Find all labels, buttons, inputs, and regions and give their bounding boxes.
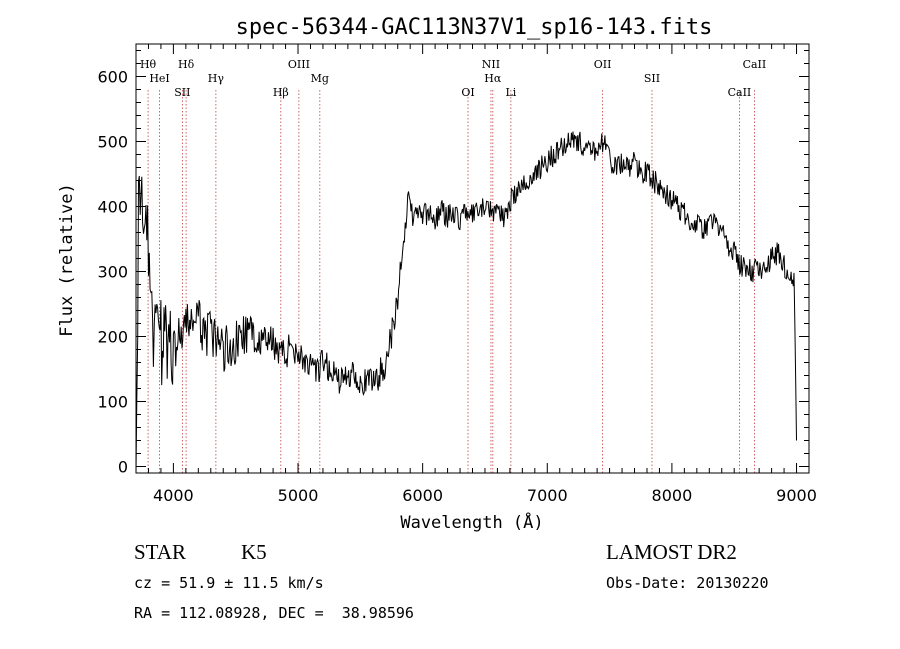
line-marker-label: SII [644,72,660,85]
plot-frame [135,43,810,474]
line-marker-label: OII [594,58,612,71]
line-marker-label: HeI [149,72,169,85]
line-marker-label: Hθ [140,58,157,71]
line-marker-label: Hα [484,72,502,85]
y-tick-label: 500 [97,133,128,152]
coordinates: RA = 112.08928, DEC = 38.98596 [134,604,414,622]
x-tick-label: 5000 [278,486,319,505]
x-tick-label: 4000 [153,486,194,505]
x-axis-label: Wavelength (Å) [400,511,543,533]
y-tick-label: 600 [97,68,128,87]
survey-name: LAMOST DR2 [606,540,737,564]
object-class: STAR [134,540,186,564]
x-tick-label: 6000 [402,486,443,505]
object-subclass: K5 [241,540,267,564]
spectrum-line [135,131,797,474]
line-marker-label: Hβ [273,86,289,99]
line-marker-label: OI [461,86,474,99]
line-marker-label: SII [174,86,190,99]
x-tick-label: 9000 [776,486,817,505]
chart-title: spec-56344-GAC113N37V1_sp16-143.fits [236,15,713,40]
spectrum-series [135,131,797,474]
y-tick-label: 300 [97,263,128,282]
line-marker-label: Mg [311,72,329,85]
x-tick-label: 7000 [527,486,568,505]
line-marker-label: NII [482,58,500,71]
axis-ticks [136,44,810,473]
y-tick-label: 400 [97,198,128,217]
y-tick-label: 100 [97,393,128,412]
line-marker-label: Li [505,86,516,99]
line-marker-label: Hγ [208,72,225,85]
y-tick-label: 200 [97,328,128,347]
redshift-velocity: cz = 51.9 ± 11.5 km/s [134,574,324,592]
observation-date: Obs-Date: 20130220 [606,574,769,592]
x-tick-label: 8000 [652,486,693,505]
line-marker-label: CaII [743,58,767,71]
y-axis-label: Flux (relative) [57,183,77,337]
y-tick-label: 0 [118,458,128,477]
line-marker-label: Hδ [178,58,195,71]
line-marker-label: CaII [728,86,752,99]
axis-tick-labels: 4000 5000 6000 7000 8000 9000 0 100 200 300 400 500… [97,68,816,506]
line-marker-label: OIII [288,58,310,71]
